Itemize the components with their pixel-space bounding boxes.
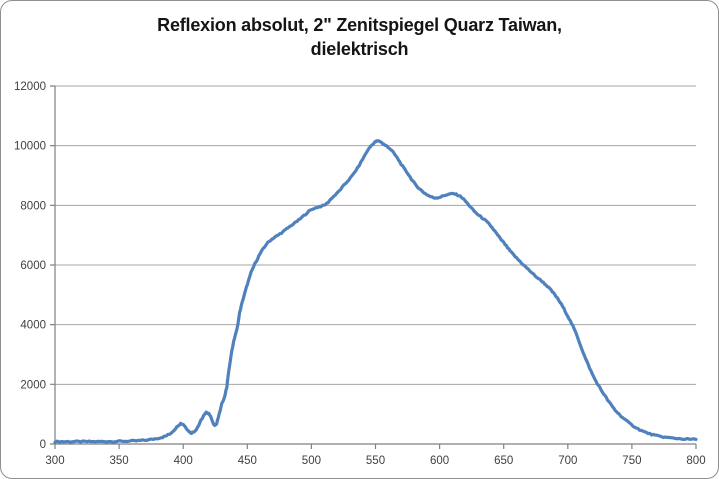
y-tick-label: 8000 <box>20 200 46 212</box>
x-tick-label: 400 <box>174 455 193 467</box>
x-tick-label: 350 <box>110 455 129 467</box>
x-tick-label: 600 <box>430 455 449 467</box>
x-tick-label: 300 <box>45 455 64 467</box>
x-tick-label: 800 <box>686 455 705 467</box>
y-tick-label: 10000 <box>14 141 46 153</box>
x-tick-label: 750 <box>622 455 641 467</box>
y-tick-label: 2000 <box>20 379 46 391</box>
y-tick-label: 6000 <box>20 260 46 272</box>
x-tick-label: 700 <box>558 455 577 467</box>
x-tick-label: 550 <box>366 455 385 467</box>
chart-title-line1: Reflexion absolut, 2" Zenitspiegel Quarz… <box>157 15 562 35</box>
chart-title-line2: dielektrisch <box>310 39 409 60</box>
y-tick-label: 12000 <box>14 81 46 93</box>
x-tick-label: 650 <box>494 455 513 467</box>
series-line <box>53 139 698 444</box>
x-tick-label: 500 <box>302 455 321 467</box>
y-tick-label: 4000 <box>20 320 46 332</box>
y-tick-label: 0 <box>40 439 46 451</box>
chart-title: Reflexion absolut, 2" Zenitspiegel Quarz… <box>1 13 718 62</box>
x-tick-label: 450 <box>238 455 257 467</box>
